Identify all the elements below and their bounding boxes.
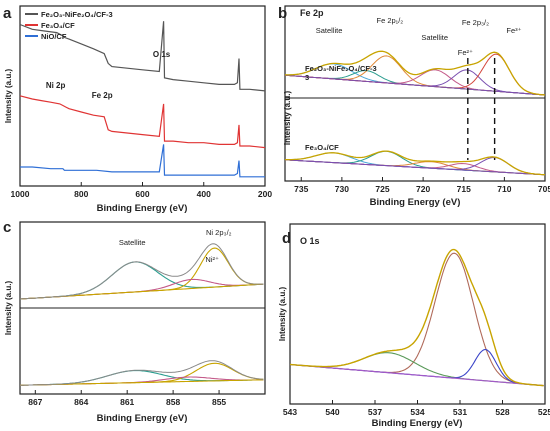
- x-tick-label: 715: [457, 184, 471, 194]
- x-tick-label: 400: [197, 189, 211, 199]
- x-tick-label: 725: [375, 184, 389, 194]
- x-tick-label: 705: [538, 184, 550, 194]
- fit-component-top: [19, 261, 264, 300]
- legend-entry-0: Fe₂O₃-NiFe₂O₄/CF-3: [41, 10, 113, 19]
- panel-letter-b: b: [278, 5, 287, 22]
- peak-label: Fe 2p₁/₂: [377, 16, 404, 25]
- fit-component-top: [19, 278, 264, 300]
- peak-label: Ni²⁺: [205, 255, 219, 264]
- x-tick-label: 861: [120, 397, 134, 407]
- sample-label-1-suffix: 3: [305, 73, 309, 82]
- x-tick-label: 540: [325, 407, 339, 417]
- peak-label: Fe³⁺: [506, 26, 521, 35]
- envelope: [289, 248, 544, 387]
- x-ticks-d: 543 540 537 534 531 528 525: [283, 400, 550, 417]
- panel-b: b Fe 2p 735 730 725 720 715 710 705 Satellite F…: [278, 5, 550, 208]
- annotations-c: Satellite Ni 2p₃/₂ Ni²⁺: [119, 228, 232, 264]
- x-tick-label: 800: [74, 189, 88, 199]
- panel-letter-c: c: [3, 219, 11, 236]
- envelope-top: [19, 243, 264, 300]
- legend-entry-2: NiO/CF: [41, 32, 67, 41]
- series-line-0: [19, 21, 266, 92]
- fit-component: [289, 252, 544, 387]
- x-tick-label: 858: [166, 397, 180, 407]
- series-line-2: [20, 144, 265, 178]
- panel-title-b: Fe 2p: [300, 8, 324, 18]
- x-tick-label: 1000: [11, 189, 30, 199]
- panel-a: a 1000 800 600 400 200 Fe₂O₃-NiFe₂O₄/CF-3 Fe₃…: [3, 5, 272, 214]
- plot-frame-b: [284, 5, 546, 182]
- panel-d: d O 1s 543 540 537 534 531 528 525 Binding Ene…: [278, 223, 550, 429]
- y-axis-label-a: Intensity (a.u.): [4, 69, 13, 124]
- x-axis-label-d: Binding Energy (eV): [372, 418, 463, 429]
- y-axis-label-c: Intensity (a.u.): [4, 281, 13, 336]
- peak-label: Satellite: [421, 33, 448, 42]
- peak-label: Satellite: [316, 26, 343, 35]
- x-tick-label: 531: [453, 407, 467, 417]
- background: [289, 363, 544, 387]
- peak-label: Fe 2p: [92, 91, 113, 100]
- fit-curves-d: [289, 248, 544, 387]
- x-tick-label: 720: [416, 184, 430, 194]
- x-tick-label: 600: [135, 189, 149, 199]
- x-tick-label: 200: [258, 189, 272, 199]
- fit-component-top: [284, 55, 546, 96]
- plot-frame-d: [289, 223, 546, 405]
- x-ticks-c: 867 864 861 858 855: [28, 390, 226, 407]
- peak-label: Ni 2p₃/₂: [206, 228, 232, 237]
- peak-label: Satellite: [119, 238, 146, 247]
- x-axis-label-c: Binding Energy (eV): [97, 413, 188, 424]
- x-axis-label-a: Binding Energy (eV): [97, 203, 188, 214]
- background-bottom: [284, 159, 546, 176]
- x-tick-label: 543: [283, 407, 297, 417]
- legend-a: Fe₂O₃-NiFe₂O₄/CF-3 Fe₃O₄/CF NiO/CF: [25, 10, 113, 41]
- sample-label-1: Fe₂O₃-NiFe₂O₄/CF-3: [305, 64, 377, 73]
- x-ticks-a: 1000 800 600 400 200: [11, 182, 272, 199]
- x-tick-label: 735: [294, 184, 308, 194]
- x-tick-label: 528: [495, 407, 509, 417]
- x-tick-label: 730: [335, 184, 349, 194]
- y-axis-label-d: Intensity (a.u.): [278, 287, 287, 342]
- x-axis-label-b: Binding Energy (eV): [370, 197, 461, 208]
- peak-label: Ni 2p: [46, 81, 66, 90]
- background-top: [284, 74, 546, 96]
- envelope-top: [284, 50, 546, 96]
- annotations-a: O 1s Ni 2p Fe 2p: [46, 50, 171, 100]
- sample-label-2: Fe₃O₄/CF: [305, 143, 339, 152]
- fit-component-top: [284, 69, 546, 96]
- fit-curves-c: [19, 243, 264, 386]
- peak-label: Fe²⁺: [458, 48, 473, 57]
- series-line-1: [19, 95, 266, 149]
- peak-label: Fe 2p₃/₂: [462, 18, 489, 27]
- panel-title-d: O 1s: [300, 236, 320, 246]
- x-tick-label: 525: [538, 407, 550, 417]
- fit-component-top: [284, 69, 546, 96]
- panel-letter-d: d: [282, 230, 291, 247]
- y-axis-label-b: Intensity (a.u.): [283, 91, 292, 146]
- x-tick-label: 867: [28, 397, 42, 407]
- panel-letter-a: a: [3, 5, 12, 22]
- x-tick-label: 534: [410, 407, 424, 417]
- x-tick-label: 864: [74, 397, 88, 407]
- peak-label: O 1s: [153, 50, 171, 59]
- envelope-bottom: [285, 150, 546, 176]
- x-tick-label: 537: [368, 407, 382, 417]
- fit-curves-b: [284, 50, 546, 176]
- series-group-a: [19, 21, 266, 178]
- x-ticks-b: 735 730 725 720 715 710 705: [294, 177, 550, 194]
- annotations-b: Satellite Fe 2p₁/₂ Satellite Fe 2p₃/₂ Fe³⁺ Fe…: [316, 16, 522, 57]
- x-tick-label: 855: [212, 397, 226, 407]
- legend-entry-1: Fe₃O₄/CF: [41, 21, 75, 30]
- x-tick-label: 710: [497, 184, 511, 194]
- envelope-bottom: [20, 360, 264, 386]
